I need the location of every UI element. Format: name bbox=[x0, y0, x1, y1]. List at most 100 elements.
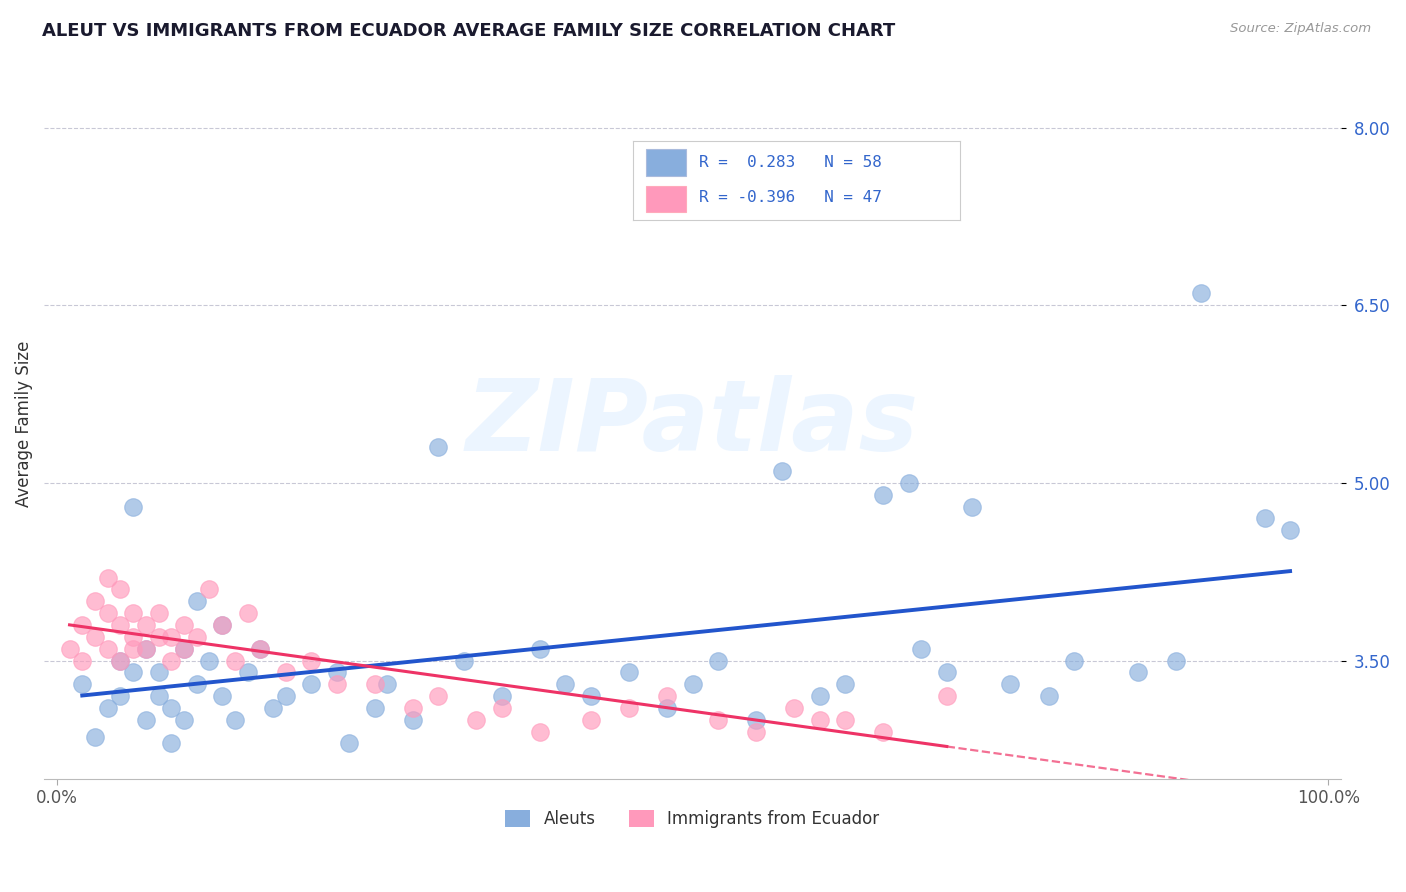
Aleuts bbox=[377, 677, 399, 691]
Aleuts bbox=[960, 500, 983, 514]
Aleuts bbox=[491, 689, 513, 703]
Immigrants from Ecuador bbox=[491, 701, 513, 715]
Aleuts bbox=[97, 701, 120, 715]
Aleuts bbox=[897, 475, 920, 490]
Aleuts bbox=[173, 713, 195, 727]
Aleuts bbox=[707, 653, 730, 667]
Immigrants from Ecuador bbox=[173, 641, 195, 656]
Immigrants from Ecuador bbox=[579, 713, 602, 727]
Immigrants from Ecuador bbox=[872, 724, 894, 739]
Aleuts bbox=[325, 665, 347, 680]
Immigrants from Ecuador bbox=[72, 618, 94, 632]
Aleuts bbox=[1253, 511, 1275, 525]
Immigrants from Ecuador bbox=[325, 677, 347, 691]
Aleuts bbox=[148, 689, 170, 703]
Aleuts bbox=[211, 618, 233, 632]
Immigrants from Ecuador bbox=[224, 653, 246, 667]
Aleuts bbox=[135, 713, 157, 727]
Aleuts bbox=[110, 689, 132, 703]
Immigrants from Ecuador bbox=[122, 641, 145, 656]
Immigrants from Ecuador bbox=[402, 701, 425, 715]
Immigrants from Ecuador bbox=[122, 630, 145, 644]
Aleuts bbox=[135, 641, 157, 656]
Y-axis label: Average Family Size: Average Family Size bbox=[15, 341, 32, 507]
Aleuts bbox=[173, 641, 195, 656]
Aleuts bbox=[160, 736, 183, 750]
Aleuts bbox=[872, 488, 894, 502]
Aleuts bbox=[402, 713, 425, 727]
Immigrants from Ecuador bbox=[135, 641, 157, 656]
Immigrants from Ecuador bbox=[465, 713, 488, 727]
Aleuts bbox=[808, 689, 831, 703]
Aleuts bbox=[617, 665, 640, 680]
Immigrants from Ecuador bbox=[655, 689, 678, 703]
Immigrants from Ecuador bbox=[427, 689, 450, 703]
Aleuts bbox=[655, 701, 678, 715]
Immigrants from Ecuador bbox=[617, 701, 640, 715]
Immigrants from Ecuador bbox=[808, 713, 831, 727]
Aleuts bbox=[453, 653, 475, 667]
Aleuts bbox=[122, 500, 145, 514]
Aleuts bbox=[1189, 286, 1212, 301]
Immigrants from Ecuador bbox=[783, 701, 806, 715]
Text: Source: ZipAtlas.com: Source: ZipAtlas.com bbox=[1230, 22, 1371, 36]
Aleuts bbox=[84, 731, 107, 745]
Immigrants from Ecuador bbox=[72, 653, 94, 667]
Immigrants from Ecuador bbox=[707, 713, 730, 727]
Immigrants from Ecuador bbox=[249, 641, 271, 656]
Immigrants from Ecuador bbox=[58, 641, 80, 656]
Immigrants from Ecuador bbox=[745, 724, 768, 739]
Text: ZIPatlas: ZIPatlas bbox=[465, 376, 920, 472]
Aleuts bbox=[363, 701, 385, 715]
Immigrants from Ecuador bbox=[198, 582, 221, 597]
Text: ALEUT VS IMMIGRANTS FROM ECUADOR AVERAGE FAMILY SIZE CORRELATION CHART: ALEUT VS IMMIGRANTS FROM ECUADOR AVERAGE… bbox=[42, 22, 896, 40]
Immigrants from Ecuador bbox=[211, 618, 233, 632]
Aleuts bbox=[72, 677, 94, 691]
Aleuts bbox=[1038, 689, 1060, 703]
Aleuts bbox=[122, 665, 145, 680]
Aleuts bbox=[529, 641, 551, 656]
Immigrants from Ecuador bbox=[160, 653, 183, 667]
Aleuts bbox=[554, 677, 576, 691]
Aleuts bbox=[427, 441, 450, 455]
Aleuts bbox=[910, 641, 932, 656]
Aleuts bbox=[935, 665, 957, 680]
Immigrants from Ecuador bbox=[97, 571, 120, 585]
Immigrants from Ecuador bbox=[84, 594, 107, 608]
FancyBboxPatch shape bbox=[647, 149, 686, 176]
Text: R =  0.283   N = 58: R = 0.283 N = 58 bbox=[699, 155, 882, 169]
Immigrants from Ecuador bbox=[110, 618, 132, 632]
Aleuts bbox=[1164, 653, 1187, 667]
Aleuts bbox=[274, 689, 297, 703]
Immigrants from Ecuador bbox=[173, 618, 195, 632]
Immigrants from Ecuador bbox=[935, 689, 957, 703]
Immigrants from Ecuador bbox=[110, 582, 132, 597]
Aleuts bbox=[337, 736, 360, 750]
Aleuts bbox=[745, 713, 768, 727]
Immigrants from Ecuador bbox=[110, 653, 132, 667]
Aleuts bbox=[262, 701, 284, 715]
Immigrants from Ecuador bbox=[529, 724, 551, 739]
Aleuts bbox=[224, 713, 246, 727]
Aleuts bbox=[160, 701, 183, 715]
Aleuts bbox=[211, 689, 233, 703]
Text: R = -0.396   N = 47: R = -0.396 N = 47 bbox=[699, 190, 882, 205]
Immigrants from Ecuador bbox=[148, 630, 170, 644]
Aleuts bbox=[249, 641, 271, 656]
Immigrants from Ecuador bbox=[97, 606, 120, 620]
Immigrants from Ecuador bbox=[84, 630, 107, 644]
Aleuts bbox=[1126, 665, 1149, 680]
Immigrants from Ecuador bbox=[186, 630, 208, 644]
Aleuts bbox=[299, 677, 322, 691]
Aleuts bbox=[198, 653, 221, 667]
Aleuts bbox=[682, 677, 704, 691]
Legend: Aleuts, Immigrants from Ecuador: Aleuts, Immigrants from Ecuador bbox=[499, 803, 886, 835]
Aleuts bbox=[1063, 653, 1085, 667]
Immigrants from Ecuador bbox=[236, 606, 259, 620]
Immigrants from Ecuador bbox=[135, 618, 157, 632]
Immigrants from Ecuador bbox=[148, 606, 170, 620]
Immigrants from Ecuador bbox=[834, 713, 856, 727]
Immigrants from Ecuador bbox=[299, 653, 322, 667]
Aleuts bbox=[186, 677, 208, 691]
Immigrants from Ecuador bbox=[363, 677, 385, 691]
